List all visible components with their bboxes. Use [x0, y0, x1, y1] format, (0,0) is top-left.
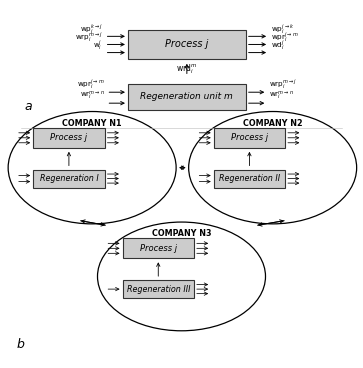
Text: b: b — [17, 339, 25, 351]
Text: Process j: Process j — [140, 244, 177, 253]
FancyBboxPatch shape — [214, 170, 285, 188]
Text: Process j: Process j — [165, 39, 209, 49]
Text: wrd$_i^m$: wrd$_i^m$ — [176, 63, 197, 76]
Text: wpr$_i^{j\rightarrow m}$: wpr$_i^{j\rightarrow m}$ — [271, 30, 299, 44]
Text: Regeneration I: Regeneration I — [40, 174, 98, 183]
Text: Regeneration unit m: Regeneration unit m — [140, 92, 233, 101]
Text: wrp$_i^{m\rightarrow j}$: wrp$_i^{m\rightarrow j}$ — [75, 30, 103, 44]
FancyBboxPatch shape — [33, 128, 105, 148]
FancyBboxPatch shape — [123, 238, 194, 258]
Text: wr$_i^{m\rightarrow n}$: wr$_i^{m\rightarrow n}$ — [79, 91, 105, 102]
FancyBboxPatch shape — [33, 170, 105, 188]
Ellipse shape — [8, 112, 176, 224]
Text: Regeneration III: Regeneration III — [127, 284, 190, 294]
Text: Regeneration II: Regeneration II — [219, 174, 280, 183]
Text: wp$_i^{k\rightarrow j}$: wp$_i^{k\rightarrow j}$ — [80, 22, 103, 36]
Ellipse shape — [98, 222, 265, 331]
Text: wrp$_i^{m\rightarrow j}$: wrp$_i^{m\rightarrow j}$ — [269, 78, 297, 92]
Text: wpr$_i^{j\rightarrow m}$: wpr$_i^{j\rightarrow m}$ — [77, 78, 105, 92]
Ellipse shape — [189, 112, 357, 224]
Text: wd$_i^j$: wd$_i^j$ — [271, 38, 285, 52]
Text: COMPANY N1: COMPANY N1 — [62, 119, 122, 128]
Text: COMPANY N2: COMPANY N2 — [243, 119, 302, 128]
FancyBboxPatch shape — [214, 128, 285, 148]
Text: Process j: Process j — [231, 133, 268, 142]
FancyBboxPatch shape — [128, 30, 246, 59]
Text: w$_i^j$: w$_i^j$ — [93, 38, 103, 52]
FancyBboxPatch shape — [123, 280, 194, 298]
Text: COMPANY N3: COMPANY N3 — [152, 229, 211, 238]
Text: wr$_i^{m\rightarrow n}$: wr$_i^{m\rightarrow n}$ — [269, 91, 294, 102]
Text: Process j: Process j — [50, 133, 87, 142]
Text: a: a — [24, 100, 32, 113]
Text: wp$_i^{j\rightarrow k}$: wp$_i^{j\rightarrow k}$ — [271, 22, 294, 36]
FancyBboxPatch shape — [128, 84, 246, 110]
